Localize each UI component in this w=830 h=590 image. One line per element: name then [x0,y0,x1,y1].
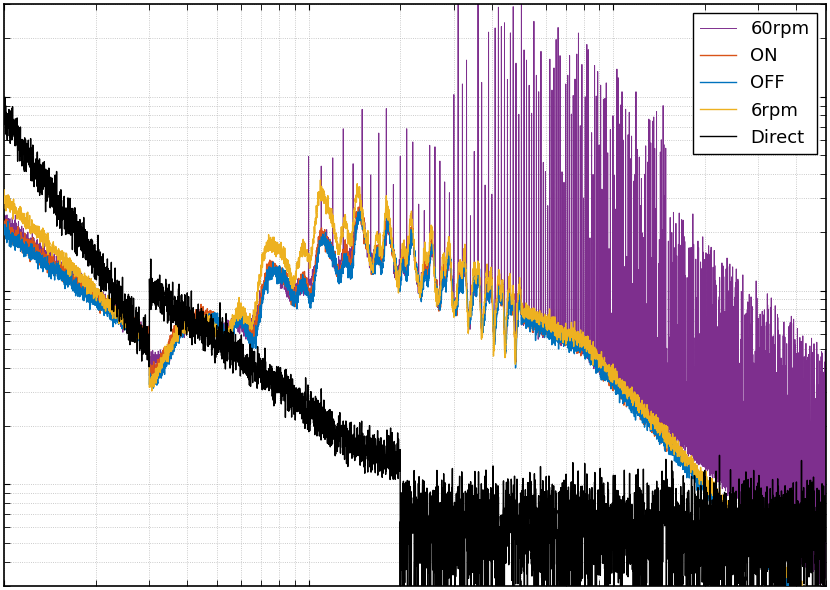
Direct [613,569,622,576]
ON [675,454,685,461]
60rpm [534,88,544,96]
60rpm [313,247,323,254]
ON [613,374,622,381]
60rpm [675,435,685,442]
OFF [675,460,685,467]
Line: OFF: OFF [4,209,826,590]
ON [313,251,323,258]
60rpm [0,211,9,218]
Direct [534,492,544,499]
Direct [492,496,502,503]
Direct [0,94,10,101]
OFF [355,205,365,212]
OFF [534,324,544,331]
Line: 6rpm: 6rpm [4,180,826,590]
Direct [0,112,9,119]
60rpm [821,565,830,572]
OFF [149,385,159,392]
ON [0,223,9,230]
Direct [675,525,685,532]
OFF [313,252,323,259]
6rpm [149,382,159,389]
60rpm [492,299,502,306]
60rpm [818,581,828,588]
Direct [821,538,830,545]
6rpm [675,448,685,455]
6rpm [0,186,9,194]
6rpm [613,374,622,381]
Line: ON: ON [4,199,826,590]
ON [492,300,502,307]
Direct [313,397,323,404]
6rpm [313,189,323,196]
Direct [149,284,159,291]
Line: Direct: Direct [4,97,826,590]
OFF [0,230,9,237]
6rpm [534,312,544,319]
ON [534,321,544,328]
60rpm [613,375,622,382]
OFF [492,303,502,310]
Legend: 60rpm, ON, OFF, 6rpm, Direct: 60rpm, ON, OFF, 6rpm, Direct [693,13,817,154]
6rpm [492,291,502,299]
ON [149,363,159,370]
ON [355,196,365,203]
Line: 60rpm: 60rpm [4,0,826,585]
60rpm [149,359,159,366]
6rpm [315,176,325,183]
OFF [613,388,622,395]
